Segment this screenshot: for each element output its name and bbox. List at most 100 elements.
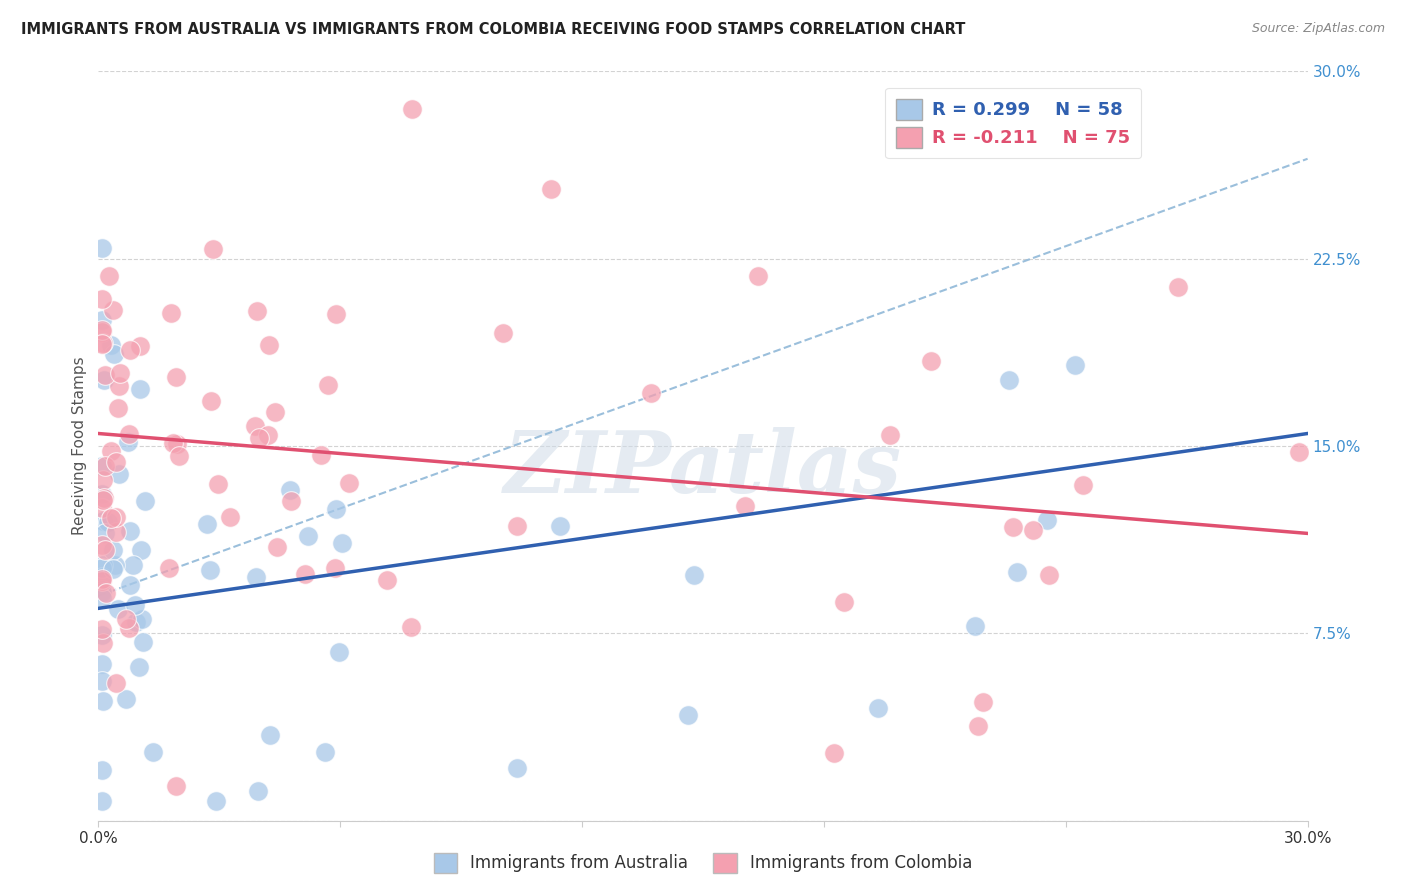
Point [337, 476, 360, 491]
Point [278, 483, 301, 498]
Point [91, 673, 114, 688]
Point [1073, 478, 1095, 492]
Point [131, 635, 153, 649]
Point [91, 622, 114, 636]
Point [1167, 279, 1189, 293]
Point [207, 477, 229, 491]
Point [103, 347, 125, 361]
Text: Source: ZipAtlas.com: Source: ZipAtlas.com [1251, 22, 1385, 36]
Point [266, 540, 288, 554]
Point [107, 467, 129, 482]
Point [294, 567, 316, 582]
Point [129, 382, 152, 396]
Point [540, 182, 562, 196]
Legend: R = 0.299    N = 58, R = -0.211    N = 75: R = 0.299 N = 58, R = -0.211 N = 75 [886, 88, 1142, 159]
Point [91, 561, 114, 575]
Point [309, 448, 332, 462]
Point [316, 378, 339, 392]
Point [747, 269, 769, 284]
Point [131, 543, 153, 558]
Point [506, 519, 529, 533]
Point [247, 431, 270, 445]
Text: ZIPatlas: ZIPatlas [503, 426, 903, 510]
Point [879, 428, 901, 442]
Point [118, 427, 141, 442]
Point [246, 784, 269, 798]
Point [200, 394, 222, 409]
Point [91, 292, 114, 306]
Point [166, 780, 188, 794]
Y-axis label: Receiving Food Stamps: Receiving Food Stamps [72, 357, 87, 535]
Point [91, 569, 114, 583]
Point [202, 242, 225, 256]
Point [124, 598, 146, 612]
Point [94, 458, 117, 473]
Point [328, 645, 350, 659]
Point [167, 450, 190, 464]
Point [332, 536, 354, 550]
Point [104, 676, 127, 690]
Point [94, 368, 117, 383]
Point [920, 353, 942, 368]
Point [108, 366, 131, 380]
Point [91, 574, 114, 589]
Point [259, 337, 281, 351]
Point [91, 628, 114, 642]
Point [832, 595, 855, 609]
Point [91, 473, 114, 487]
Point [91, 636, 114, 650]
Point [734, 499, 756, 513]
Point [1064, 358, 1087, 372]
Point [131, 612, 153, 626]
Point [314, 745, 336, 759]
Point [640, 386, 662, 401]
Point [325, 502, 347, 516]
Point [91, 585, 114, 599]
Point [264, 405, 287, 419]
Point [967, 719, 990, 733]
Point [91, 558, 114, 573]
Point [823, 746, 845, 760]
Point [375, 573, 398, 587]
Point [257, 428, 280, 442]
Point [246, 304, 269, 318]
Point [195, 516, 218, 531]
Point [1038, 568, 1060, 582]
Point [120, 343, 142, 357]
Point [1021, 524, 1043, 538]
Point [91, 763, 114, 777]
Legend: Immigrants from Australia, Immigrants from Colombia: Immigrants from Australia, Immigrants fr… [427, 847, 979, 880]
Point [128, 660, 150, 674]
Point [280, 494, 302, 508]
Point [676, 708, 699, 723]
Point [97, 268, 120, 283]
Point [91, 794, 114, 808]
Point [107, 602, 129, 616]
Point [160, 305, 183, 319]
Point [101, 543, 124, 558]
Point [1002, 520, 1025, 534]
Point [91, 323, 114, 337]
Point [91, 514, 114, 528]
Point [94, 526, 117, 541]
Point [243, 418, 266, 433]
Point [118, 578, 141, 592]
Point [104, 510, 127, 524]
Point [93, 491, 115, 505]
Point [91, 500, 114, 515]
Point [165, 369, 187, 384]
Point [103, 302, 125, 317]
Point [108, 378, 131, 392]
Point [963, 619, 986, 633]
Point [682, 568, 704, 582]
Point [91, 459, 114, 474]
Point [93, 373, 115, 387]
Point [91, 572, 114, 586]
Point [198, 563, 221, 577]
Point [91, 538, 114, 552]
Point [91, 325, 114, 339]
Point [115, 612, 138, 626]
Point [107, 401, 129, 416]
Point [1036, 513, 1059, 527]
Point [91, 241, 114, 255]
